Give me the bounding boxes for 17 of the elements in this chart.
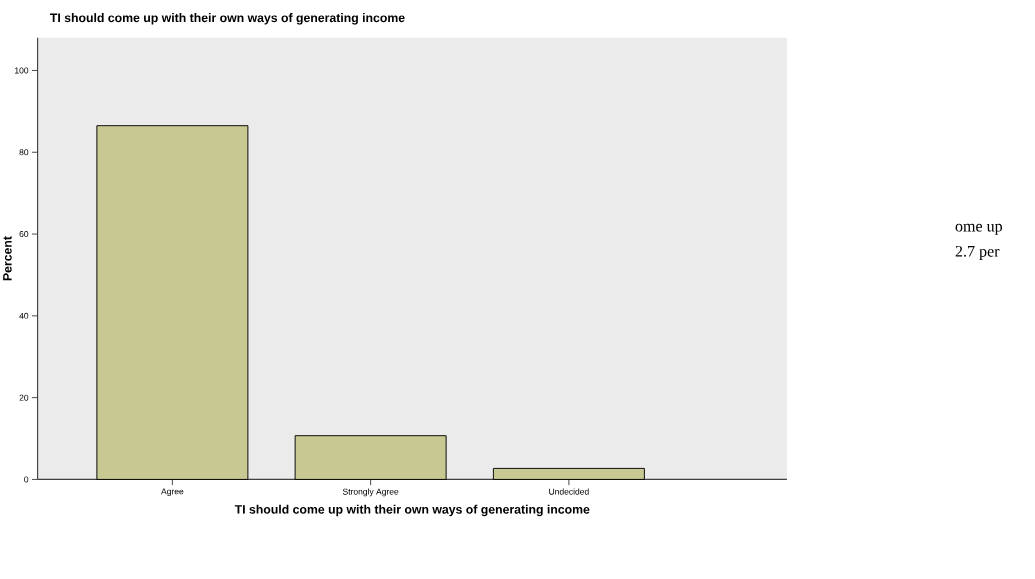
y-tick-label: 80 xyxy=(19,149,29,156)
bar xyxy=(96,125,249,481)
x-tick-label: Agree xyxy=(161,488,184,497)
y-axis-title: Percent xyxy=(3,236,12,281)
text: 2.7 per xyxy=(955,246,1000,261)
y-tick-label: 20 xyxy=(19,394,29,401)
x-tick-label: Undecided xyxy=(549,488,589,495)
x-axis-title: TI should come up with their own ways of generating income xyxy=(234,504,590,517)
text: ome up xyxy=(955,224,1003,236)
y-tick-label: 100 xyxy=(15,67,29,74)
y-tick-label: 60 xyxy=(19,231,29,238)
chart-title: TI should come up with their own ways of generating income xyxy=(50,13,405,25)
y-tick-label: 0 xyxy=(24,476,29,483)
bar xyxy=(492,468,645,481)
y-tick-label: 40 xyxy=(19,313,29,320)
x-tick-label: Strongly Agree xyxy=(342,488,399,497)
bar xyxy=(294,435,447,481)
